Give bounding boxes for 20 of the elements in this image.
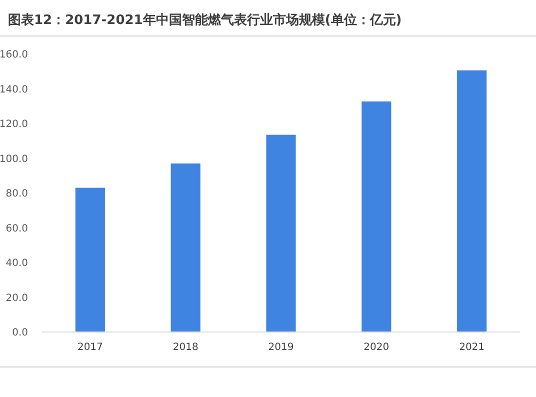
bar <box>457 70 487 332</box>
x-tick-label: 2017 <box>77 342 103 353</box>
bar <box>75 188 105 332</box>
y-tick-label: 100.0 <box>0 154 28 165</box>
bar <box>170 163 200 332</box>
y-tick-label: 120.0 <box>0 119 28 130</box>
y-tick-label: 60.0 <box>6 223 28 234</box>
bar <box>266 134 296 332</box>
y-tick-label: 80.0 <box>6 188 28 200</box>
chart-title: 图表12：2017-2021年中国智能燃气表行业市场规模(单位：亿元) <box>8 12 402 28</box>
x-tick-label: 2020 <box>364 342 390 353</box>
y-tick-label: 140.0 <box>0 84 28 96</box>
y-tick-label: 160.0 <box>0 50 28 60</box>
y-tick-label: 20.0 <box>6 292 28 304</box>
x-tick-label: 2018 <box>172 342 198 353</box>
x-tick-label: 2019 <box>268 342 294 353</box>
y-tick-label: 0.0 <box>12 328 28 338</box>
bar <box>362 101 392 332</box>
x-tick-label: 2021 <box>459 342 485 353</box>
y-tick-label: 40.0 <box>6 258 28 269</box>
